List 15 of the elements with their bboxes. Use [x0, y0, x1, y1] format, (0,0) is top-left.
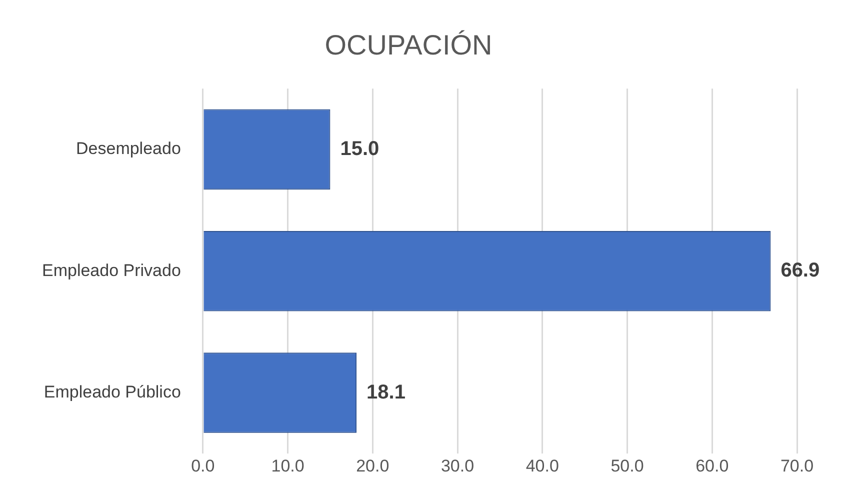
data-label: 66.9 [780, 260, 820, 282]
x-tick-label: 70.0 [780, 456, 814, 476]
x-tick-label: 30.0 [440, 456, 474, 476]
x-tick-label: 60.0 [696, 456, 729, 476]
x-tick-label: 0.0 [191, 456, 215, 476]
y-tick-label: Empleado Privado [42, 260, 181, 280]
data-label: 15.0 [340, 138, 380, 160]
x-tick-label: 20.0 [356, 456, 390, 476]
data-label: 18.1 [366, 381, 406, 404]
x-tick-label: 40.0 [526, 456, 559, 476]
y-tick-label: Empleado Público [44, 382, 181, 402]
x-tick-label: 10.0 [271, 456, 304, 476]
chart-title: OCUPACIÓN [324, 30, 492, 61]
y-tick-label: Desempleado [76, 139, 181, 158]
x-tick-label: 50.0 [610, 456, 644, 476]
